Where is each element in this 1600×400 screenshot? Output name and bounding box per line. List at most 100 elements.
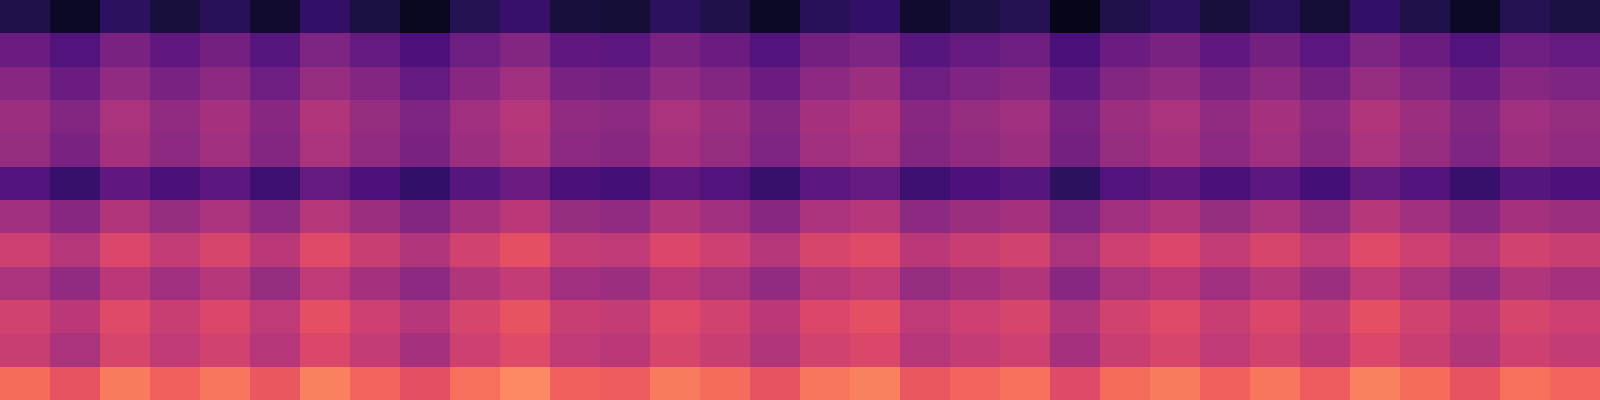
cell — [800, 167, 851, 201]
cell — [1150, 233, 1201, 267]
cell — [300, 33, 351, 67]
cell — [100, 67, 151, 101]
cell — [1150, 200, 1201, 234]
cell — [550, 133, 601, 167]
cell — [850, 133, 901, 167]
cell — [400, 167, 451, 201]
cell — [850, 100, 901, 134]
cell — [250, 267, 301, 301]
cell — [250, 300, 301, 334]
cell — [0, 233, 51, 267]
cell — [800, 367, 851, 400]
cell — [200, 300, 251, 334]
cell — [550, 33, 601, 67]
cell — [1500, 33, 1551, 67]
cell — [600, 300, 651, 334]
cell — [650, 100, 701, 134]
cell — [1550, 167, 1600, 201]
cell — [750, 300, 801, 334]
cell — [1400, 67, 1451, 101]
cell — [100, 100, 151, 134]
cell — [250, 233, 301, 267]
cell — [1000, 300, 1051, 334]
cell — [700, 167, 751, 201]
cell — [1200, 33, 1251, 67]
cell — [0, 0, 51, 34]
cell — [1500, 67, 1551, 101]
cell — [450, 67, 501, 101]
cell — [1000, 333, 1051, 367]
cell — [1450, 0, 1501, 34]
cell — [1000, 133, 1051, 167]
cell — [850, 300, 901, 334]
cell — [250, 100, 301, 134]
cell — [950, 133, 1001, 167]
cell — [1300, 133, 1351, 167]
cell — [750, 367, 801, 400]
cell — [950, 267, 1001, 301]
cell — [300, 367, 351, 400]
cell — [550, 267, 601, 301]
cell — [1200, 0, 1251, 34]
cell — [900, 133, 951, 167]
cell — [250, 0, 301, 34]
cell — [1050, 267, 1101, 301]
cell — [1550, 333, 1600, 367]
cell — [0, 300, 51, 334]
cell — [1050, 300, 1101, 334]
cell — [1400, 0, 1451, 34]
cell — [350, 133, 401, 167]
cell — [1400, 33, 1451, 67]
cell — [1150, 0, 1201, 34]
cell — [1200, 167, 1251, 201]
cell — [1250, 233, 1301, 267]
cell — [1100, 100, 1151, 134]
cell — [1200, 233, 1251, 267]
cell — [700, 200, 751, 234]
cell — [850, 0, 901, 34]
cell — [50, 167, 101, 201]
cell — [1250, 267, 1301, 301]
cell — [1300, 233, 1351, 267]
cell — [100, 367, 151, 400]
cell — [600, 33, 651, 67]
cell — [1150, 300, 1201, 334]
cell — [650, 267, 701, 301]
cell — [950, 233, 1001, 267]
cell — [100, 300, 151, 334]
cell — [400, 67, 451, 101]
cell — [1000, 367, 1051, 400]
cell — [1500, 167, 1551, 201]
cell — [700, 0, 751, 34]
cell — [1550, 267, 1600, 301]
cell — [1500, 100, 1551, 134]
cell — [400, 300, 451, 334]
cell — [1150, 67, 1201, 101]
cell — [250, 33, 301, 67]
cell — [200, 200, 251, 234]
cell — [1050, 0, 1101, 34]
cell — [400, 133, 451, 167]
cell — [250, 167, 301, 201]
cell — [50, 367, 101, 400]
cell — [350, 167, 401, 201]
cell — [150, 233, 201, 267]
cell — [1500, 333, 1551, 367]
cell — [1450, 200, 1501, 234]
cell — [0, 133, 51, 167]
cell — [650, 300, 701, 334]
cell — [800, 0, 851, 34]
cell — [600, 333, 651, 367]
cell — [100, 200, 151, 234]
cell — [650, 167, 701, 201]
cell — [550, 367, 601, 400]
cell — [1400, 200, 1451, 234]
cell — [450, 200, 501, 234]
cell — [1450, 133, 1501, 167]
cell — [350, 0, 401, 34]
cell — [950, 300, 1001, 334]
cell — [1000, 267, 1051, 301]
cell — [700, 100, 751, 134]
cell — [1200, 200, 1251, 234]
cell — [750, 233, 801, 267]
